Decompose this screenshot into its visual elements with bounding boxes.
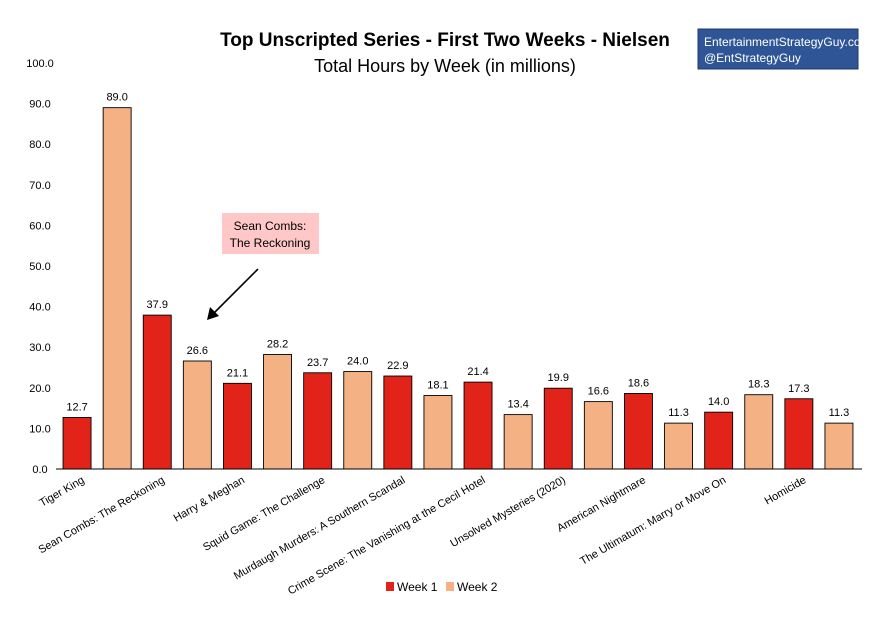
bar-week-2-10 xyxy=(423,395,453,470)
annotation-line-1: Sean Combs: xyxy=(234,219,307,233)
data-label: 13.4 xyxy=(507,399,528,411)
data-label: 11.3 xyxy=(829,407,850,419)
y-tick-label: 80.0 xyxy=(29,139,50,151)
annotation-line-2: The Reckoning xyxy=(230,236,311,250)
bar-week-2-6 xyxy=(263,354,292,470)
data-label: 12.7 xyxy=(66,401,87,413)
x-tick-label: Harry & Meghan xyxy=(172,474,247,524)
chart-title: Top Unscripted Series - First Two Weeks … xyxy=(220,30,670,51)
data-label: 28.2 xyxy=(267,339,288,351)
annotation-box xyxy=(222,213,319,254)
bar-week-2-4 xyxy=(182,360,212,470)
bars-group xyxy=(62,107,854,470)
data-label: 14.0 xyxy=(708,396,729,408)
data-label: 17.3 xyxy=(788,383,809,395)
x-tick-label: Sean Combs: The Reckoning xyxy=(36,474,166,556)
bar-week-2-16 xyxy=(664,422,693,470)
data-label: 21.4 xyxy=(467,366,488,378)
credit-box-background xyxy=(697,28,859,70)
legend-swatch-week-1 xyxy=(386,582,394,591)
bar-week-1-3 xyxy=(142,314,172,470)
bar-week-2-8 xyxy=(343,371,373,470)
y-axis: 0.0 10.0 20.0 30.0 40.0 50.0 60.0 70.0 80.0 90.0 1… xyxy=(26,58,54,476)
data-label: 22.9 xyxy=(387,360,408,372)
data-label: 11.3 xyxy=(668,407,689,419)
annotation: Sean Combs: The Reckoning xyxy=(207,213,319,320)
y-tick-label: 100.0 xyxy=(26,58,54,70)
bar-week-1-17 xyxy=(704,411,734,470)
x-tick-label: Murdaugh Murders: A Southern Scandal xyxy=(232,474,407,582)
y-tick-label: 20.0 xyxy=(29,383,50,395)
data-label: 16.6 xyxy=(588,386,609,398)
bar-week-1-5 xyxy=(222,382,252,470)
chart-subtitle: Total Hours by Week (in millions) xyxy=(314,56,576,76)
bar-week-1-13 xyxy=(543,387,573,470)
data-label: 18.1 xyxy=(427,380,448,392)
data-label: 18.3 xyxy=(748,379,769,391)
y-tick-label: 60.0 xyxy=(29,220,50,232)
bar-week-2-2 xyxy=(102,107,132,470)
data-label: 23.7 xyxy=(307,357,328,369)
y-tick-label: 0.0 xyxy=(32,464,47,476)
data-label: 37.9 xyxy=(147,299,168,311)
bar-week-1-1 xyxy=(62,416,92,470)
data-label: 26.6 xyxy=(187,345,208,357)
y-tick-label: 50.0 xyxy=(29,261,50,273)
bar-week-2-18 xyxy=(744,394,774,470)
legend-label-week-1: Week 1 xyxy=(397,580,438,594)
y-tick-label: 30.0 xyxy=(29,342,50,354)
annotation-arrow-line xyxy=(211,268,259,316)
bar-week-1-7 xyxy=(303,372,333,470)
bar-week-2-14 xyxy=(583,401,613,470)
bar-week-1-9 xyxy=(383,375,413,470)
legend-swatch-week-2 xyxy=(446,582,454,591)
credit-box: EntertainmentStrategyGuy.com @EntStrateg… xyxy=(697,28,871,70)
data-label: 89.0 xyxy=(106,92,127,104)
y-tick-label: 70.0 xyxy=(29,180,50,192)
credit-handle: @EntStrategyGuy xyxy=(704,51,801,65)
annotation-arrow-head xyxy=(207,307,219,320)
bar-week-1-11 xyxy=(463,381,493,470)
legend-label-week-2: Week 2 xyxy=(457,580,498,594)
data-labels-group: 12.7 89.0 37.9 26.6 21.1 28.2 23.7 24.0 22.9 18.1… xyxy=(66,92,849,419)
y-tick-label: 10.0 xyxy=(29,423,50,435)
y-tick-label: 90.0 xyxy=(29,99,50,111)
x-tick-label: Tiger King xyxy=(37,474,86,509)
bar-week-1-15 xyxy=(624,393,653,470)
data-label: 18.6 xyxy=(628,377,649,389)
y-tick-label: 40.0 xyxy=(29,302,50,314)
bar-week-1-19 xyxy=(784,398,814,470)
data-label: 24.0 xyxy=(347,356,368,368)
data-label: 21.1 xyxy=(227,367,248,379)
legend: Week 1 Week 2 xyxy=(386,580,498,594)
data-label: 19.9 xyxy=(548,372,569,384)
x-tick-label: Homicide xyxy=(763,474,809,507)
x-tick-label: The Ultimatum: Marry or Move On xyxy=(578,474,728,568)
credit-website: EntertainmentStrategyGuy.com xyxy=(704,35,871,49)
bar-week-2-12 xyxy=(503,414,533,470)
bar-week-2-20 xyxy=(824,422,854,470)
